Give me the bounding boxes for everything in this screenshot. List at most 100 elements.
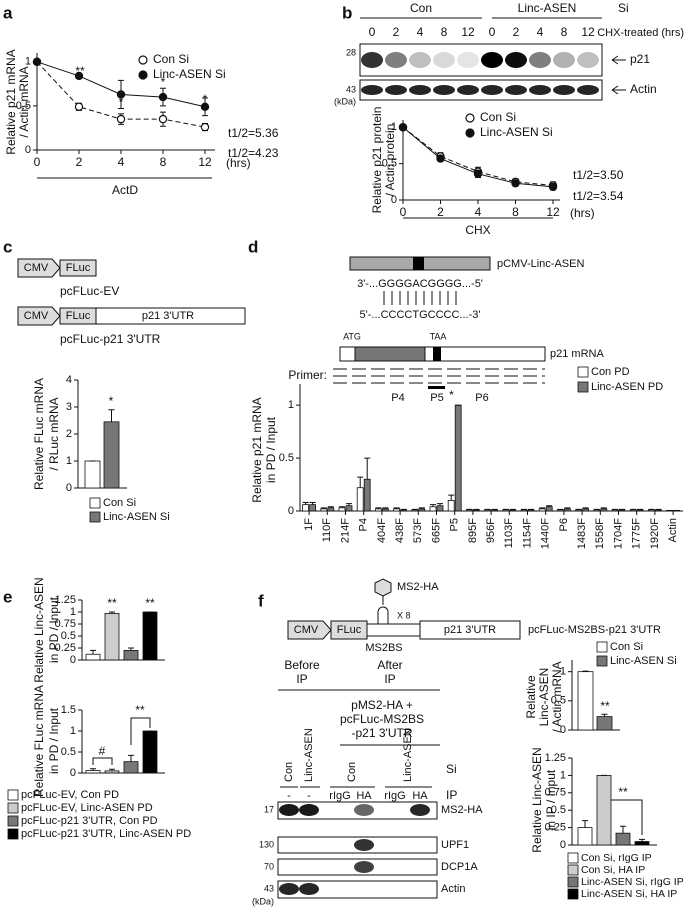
- lane-label: 0: [489, 25, 496, 39]
- construct-name: pcFLuc-EV: [60, 284, 119, 298]
- ip-lane: -: [307, 790, 311, 802]
- y-tick-label: 1.25: [55, 594, 76, 606]
- primer-name: P6: [475, 392, 488, 404]
- point: [74, 71, 84, 81]
- band: [577, 52, 599, 68]
- error-bar: [582, 820, 588, 828]
- y-tick-label: 0.5: [382, 158, 397, 170]
- legend-label: pcFLuc-p21 3'UTR, Linc-ASEN PD: [21, 828, 191, 840]
- band: [505, 85, 527, 95]
- x-tick-label: 1558F: [594, 518, 606, 549]
- error-bar: [557, 508, 564, 510]
- legend-marker: [465, 113, 475, 123]
- group-title: Si: [618, 1, 629, 15]
- bar: [596, 775, 612, 846]
- sequence: 5'-...CCCCTGCCCC...-3': [360, 309, 481, 321]
- error-bar: [509, 508, 516, 510]
- bar: [465, 509, 473, 512]
- bar: [85, 770, 101, 774]
- binding-region: [413, 257, 424, 270]
- x-tick-label: P5: [449, 518, 461, 531]
- error-bar: [575, 508, 582, 510]
- legend-label: pcFLuc-EV, Linc-ASEN PD: [21, 802, 153, 814]
- error-bar: [601, 713, 608, 717]
- mrna-label: p21 mRNA: [550, 348, 604, 360]
- y-tick-label: 0.5: [551, 695, 566, 707]
- bar: [520, 509, 528, 512]
- bar: [356, 487, 364, 512]
- marker-label: 70: [264, 861, 274, 871]
- y-tick-label: 0.5: [16, 100, 31, 112]
- error-bar: [600, 507, 607, 509]
- error-bar: [339, 506, 345, 508]
- bar: [411, 509, 419, 512]
- bar: [634, 841, 650, 846]
- y-tick-label: 0: [70, 767, 76, 779]
- part-label: p21 3'UTR: [142, 310, 194, 322]
- y-axis-label: in PD / Input: [47, 707, 61, 774]
- band: [433, 52, 455, 68]
- y-tick-label: 0: [560, 724, 566, 736]
- y-axis-label: Relative p21 protein: [370, 107, 384, 214]
- y-tick-label: 0.75: [545, 787, 566, 799]
- stage-label: IP: [296, 672, 307, 686]
- band: [457, 52, 479, 68]
- y-tick-label: 1: [560, 666, 566, 678]
- tag-label: MS2-HA: [397, 581, 439, 593]
- utr: [419, 620, 521, 640]
- point: [158, 114, 168, 124]
- x-tick-label: P4: [358, 518, 370, 531]
- x-tick-label: 404F: [376, 518, 388, 543]
- y-tick-label: 1: [70, 725, 76, 737]
- utr: [95, 307, 246, 325]
- band: [385, 85, 407, 95]
- y-axis-label: Relative: [524, 675, 538, 719]
- legend-swatch: [89, 497, 101, 509]
- bar: [484, 509, 492, 512]
- error-bar: [309, 502, 316, 505]
- lane-label: 12: [461, 25, 475, 39]
- legend-marker: [138, 55, 148, 65]
- error-bar: [393, 507, 400, 509]
- y-axis-label: in IP / Input: [544, 769, 558, 830]
- bar: [338, 507, 346, 512]
- error-bar: [90, 768, 96, 771]
- lane-label: 12: [581, 25, 595, 39]
- si-lane: Con: [346, 762, 358, 782]
- point: [200, 102, 210, 111]
- y-tick-label: 1: [391, 121, 397, 133]
- point: [74, 102, 84, 111]
- si-lane: Linc-ASEN: [402, 728, 414, 782]
- part-label: FLuc: [337, 624, 362, 636]
- error-bar: [320, 507, 327, 509]
- y-tick-label: 0.5: [61, 746, 76, 758]
- y-tick-label: 3: [66, 401, 72, 413]
- band: [410, 804, 430, 816]
- bar: [577, 671, 594, 731]
- error-bar: [411, 508, 418, 510]
- y-tick-label: 0: [25, 144, 31, 156]
- condition-label: CHX-treated (hrs): [597, 27, 684, 39]
- primer-name: P4: [391, 392, 404, 404]
- arrow: [611, 85, 626, 95]
- error-bar: [382, 507, 389, 509]
- x-tick-label: 0: [400, 205, 407, 219]
- error-bar: [582, 670, 589, 672]
- marker-label: 17: [264, 804, 274, 814]
- band: [354, 839, 374, 851]
- si-lane: Con: [283, 762, 295, 782]
- error-bar: [619, 508, 625, 510]
- band: [529, 85, 551, 95]
- x-tick-label: 438F: [394, 518, 406, 543]
- protein-label: Actin: [441, 883, 465, 895]
- arrow: [611, 55, 626, 65]
- x-tick-label: 956F: [485, 518, 497, 543]
- x-unit: (hrs): [570, 206, 595, 220]
- y-tick-label: 1: [66, 455, 72, 467]
- annotation: *: [109, 394, 114, 408]
- band: [505, 52, 527, 68]
- half-life: t1/2=5.36: [228, 126, 279, 140]
- ip-lane: rIgG: [384, 790, 405, 802]
- stage-label: IP: [384, 672, 395, 686]
- construct-name: pcFLuc-MS2BS-p21 3'UTR: [528, 624, 661, 636]
